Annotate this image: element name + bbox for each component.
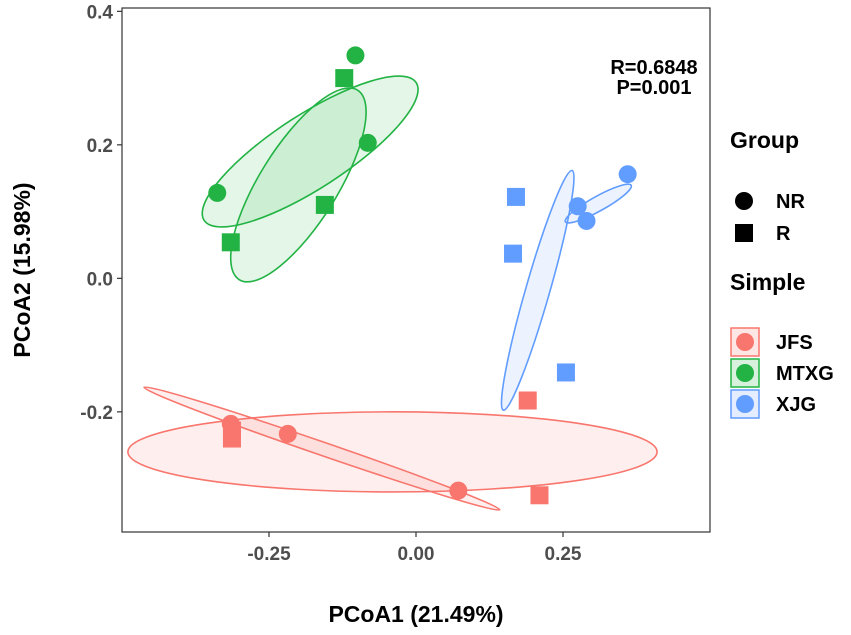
legend-simple-title: Simple: [730, 269, 805, 295]
legend: Group NR R Simple JFS MTXG XJG: [730, 127, 834, 419]
legend-xjg-label: XJG: [776, 394, 816, 416]
legend-item-r: R: [735, 223, 791, 245]
y-tick-label: 0.2: [87, 136, 113, 157]
data-point-mtxg-r: [221, 233, 240, 252]
data-point-mtxg-r: [335, 69, 354, 88]
data-point-jfs-r: [518, 391, 537, 410]
legend-jfs-dot-icon: [736, 333, 754, 351]
x-tick-label: 0.00: [398, 544, 435, 565]
confidence-ellipse-xjg-r: [500, 169, 575, 412]
data-point-xjg-r: [556, 363, 575, 382]
legend-item-nr: NR: [735, 191, 805, 213]
legend-xjg-key: [730, 389, 760, 419]
data-point-mtxg-r: [315, 195, 334, 214]
legend-mtxg-dot-icon: [736, 364, 754, 382]
legend-jfs-label: JFS: [776, 332, 813, 354]
legend-r-square-icon: [735, 224, 753, 242]
data-point-jfs-nr: [278, 424, 297, 443]
legend-group-title: Group: [730, 127, 799, 153]
y-axis-title: PCoA2 (15.98%): [9, 182, 35, 357]
data-point-jfs-r: [530, 486, 549, 505]
confidence-ellipse-jfs-r: [127, 411, 658, 493]
data-point-xjg-r: [504, 244, 523, 263]
point-layer: [208, 46, 637, 505]
data-point-jfs-r: [222, 429, 241, 448]
confidence-ellipse-mtxg-nr: [201, 75, 419, 228]
data-point-xjg-nr: [577, 211, 596, 230]
data-point-mtxg-nr: [208, 183, 227, 202]
y-tick-label: -0.2: [80, 403, 113, 424]
legend-xjg-dot-icon: [736, 395, 754, 413]
data-point-mtxg-nr: [358, 133, 377, 152]
legend-r-label: R: [776, 223, 791, 245]
stat-p-value: P=0.001: [616, 77, 691, 99]
legend-item-jfs: JFS: [730, 327, 813, 357]
stat-r-value: R=0.6848: [610, 57, 697, 79]
x-tick-label: -0.25: [247, 544, 291, 565]
data-point-mtxg-nr: [346, 46, 365, 65]
axis-layer: -0.25 0.00 0.25 0.4 0.2 0.0 -0.2: [80, 2, 582, 565]
x-tick-label: 0.25: [545, 544, 582, 565]
data-point-xjg-nr: [568, 197, 587, 216]
data-point-jfs-nr: [449, 481, 468, 500]
data-point-xjg-r: [506, 187, 525, 206]
legend-item-mtxg: MTXG: [730, 358, 834, 388]
legend-nr-circle-icon: [735, 192, 753, 210]
legend-mtxg-label: MTXG: [776, 363, 834, 385]
y-tick-label: 0.4: [87, 2, 114, 23]
x-axis-title: PCoA1 (21.49%): [328, 601, 503, 627]
data-point-xjg-nr: [618, 165, 637, 184]
legend-nr-label: NR: [776, 191, 805, 213]
y-tick-label: 0.0: [87, 269, 113, 290]
plot-panel: [121, 7, 711, 533]
legend-item-xjg: XJG: [730, 389, 816, 419]
